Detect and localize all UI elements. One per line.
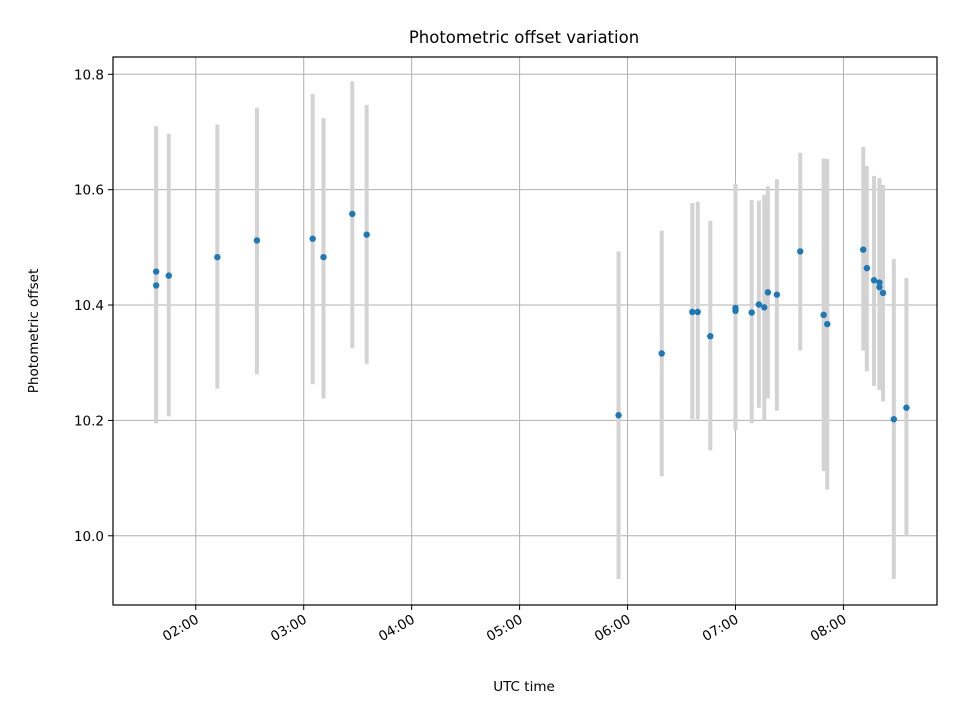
data-point [214,253,221,261]
plot-frame [112,56,938,606]
data-point [903,404,910,411]
y-tick-label: 10.6 [74,183,104,199]
data-point [797,248,804,255]
y-tick-layer: 10.0 10.2 10.4 10.6 10.8 [74,67,113,545]
y-tick-label: 10.2 [74,413,104,429]
data-point [152,268,160,275]
data-point [890,416,898,423]
data-point [876,279,883,286]
data-point [863,264,871,272]
data-point [349,210,356,218]
data-point [658,350,665,357]
data-point [689,308,696,316]
data-point [876,283,883,291]
data-point [764,289,772,296]
data-point [820,311,827,319]
data-point [732,307,739,315]
data-point [761,304,768,311]
data-point [253,237,261,244]
data-point [824,320,831,328]
data-point [748,309,755,316]
data-point [879,289,887,297]
y-tick-label: 10.0 [74,529,104,545]
chart-title: Photometric offset variation [409,28,639,47]
data-point [309,235,316,242]
data-point [773,291,781,298]
data-point [165,272,172,279]
data-point [860,246,867,253]
data-point [707,332,714,340]
data-point [755,301,763,308]
y-tick-label: 10.8 [74,67,104,83]
y-axis-label: Photometric offset [26,269,42,393]
data-point [152,282,160,289]
data-point [320,253,327,261]
data-point [870,277,878,284]
y-tick-label: 10.4 [74,298,104,314]
point-layer [152,210,910,423]
data-point [694,308,701,316]
data-point [363,231,370,238]
data-point [615,412,622,419]
x-axis-label: UTC time [493,679,555,695]
